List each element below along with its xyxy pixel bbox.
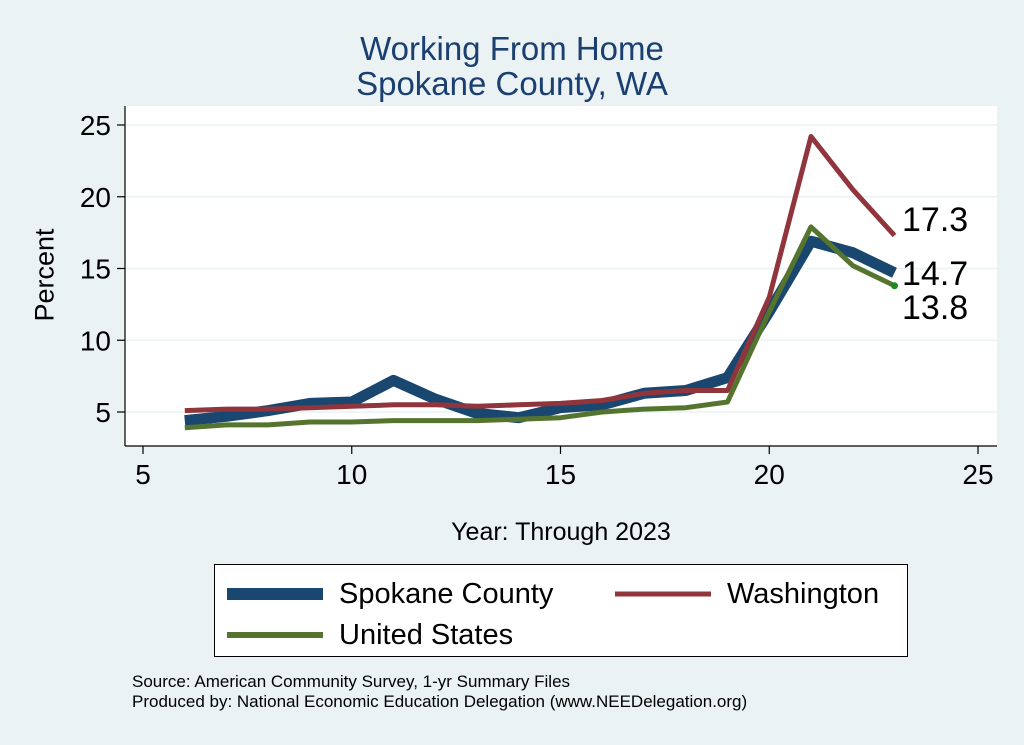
end-point-marker	[891, 282, 898, 290]
y-tick-label: 5	[95, 397, 111, 428]
legend-item-united-states: United States	[227, 617, 567, 653]
end-value-label: 13.8	[902, 289, 968, 327]
x-tick-label: 10	[336, 459, 367, 490]
end-value-label: 14.7	[902, 255, 968, 293]
legend-item-spokane: Spokane County	[227, 576, 567, 612]
x-axis-title: Year: Through 2023	[451, 518, 671, 546]
y-axis-title: Percent	[29, 228, 60, 322]
legend-label-united-states: United States	[339, 619, 514, 651]
series-group	[184, 134, 898, 431]
y-tick-label: 20	[80, 182, 111, 213]
end-labels: 17.3 14.713.8	[902, 201, 968, 327]
end-value-label: 17.3	[902, 201, 968, 239]
legend-label-spokane: Spokane County	[339, 578, 554, 610]
series-line-united-states	[184, 224, 896, 431]
y-tick-label: 10	[80, 325, 111, 356]
legend-item-washington: Washington	[615, 576, 905, 612]
source-note: Source: American Community Survey, 1-yr …	[132, 672, 571, 691]
x-tick-label: 25	[962, 459, 993, 490]
chart-svg: 5 10 15 20 25 5 10 15 20 25 17.3 14.713.8	[80, 106, 997, 490]
y-tick-label: 25	[80, 110, 111, 141]
chart-title: Working From Home	[360, 30, 664, 67]
legend-swatch-united-states	[227, 632, 323, 638]
axes: 5 10 15 20 25 5 10 15 20 25	[80, 106, 997, 490]
x-tick-label: 15	[545, 459, 576, 490]
x-tick-label: 5	[135, 459, 151, 490]
legend-label-washington: Washington	[727, 578, 880, 610]
series-line-washington	[184, 134, 897, 414]
legend: Spokane County Washington United States	[214, 564, 908, 657]
y-tick-label: 15	[80, 254, 111, 285]
plot-area	[125, 106, 997, 446]
legend-swatch-spokane	[227, 588, 323, 600]
legend-swatch-washington	[615, 591, 711, 597]
x-tick-label: 20	[754, 459, 785, 490]
produced-by-note: Produced by: National Economic Education…	[132, 692, 748, 711]
chart-subtitle: Spokane County, WA	[356, 65, 668, 102]
